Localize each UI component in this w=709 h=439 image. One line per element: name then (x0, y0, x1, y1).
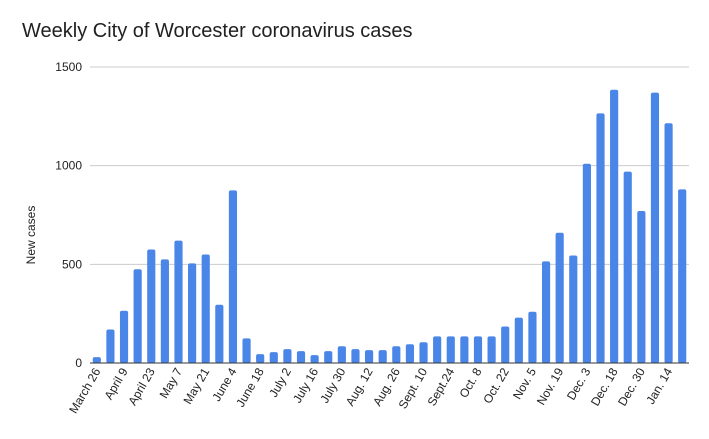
bar (623, 171, 632, 363)
bar (650, 92, 660, 364)
x-tick-label: Oct. 8 (456, 365, 484, 400)
bar (392, 346, 401, 363)
x-tick-label: Dec. 30 (615, 365, 648, 408)
bar (147, 249, 156, 363)
y-axis-title: New cases (24, 206, 38, 265)
bar (174, 240, 183, 363)
bar (106, 329, 115, 363)
bar (228, 190, 238, 363)
bar (446, 336, 455, 363)
bar (364, 350, 374, 363)
x-tick-label: March 26 (66, 365, 103, 416)
bar (637, 211, 646, 363)
bar (460, 336, 469, 363)
x-tick-label: Sept.24 (425, 365, 458, 408)
x-tick-label: Nov. 5 (510, 365, 539, 402)
bar (201, 254, 210, 363)
bar (664, 123, 673, 364)
bar (514, 317, 523, 363)
x-tick-label: May 7 (157, 365, 186, 401)
bar (569, 255, 578, 363)
y-tick-label: 1000 (55, 159, 82, 173)
bar (242, 338, 251, 363)
bar (351, 349, 360, 363)
bar (487, 336, 496, 363)
y-tick-label: 1500 (55, 60, 82, 74)
bar (596, 113, 605, 363)
bar (337, 346, 346, 363)
bar (541, 261, 551, 363)
bar (256, 354, 265, 363)
bar (528, 311, 537, 363)
bar (283, 349, 292, 363)
bar (133, 269, 142, 363)
bar (215, 304, 224, 363)
x-tick-label: Dec. 3 (564, 365, 594, 402)
x-tick-label: Nov. 19 (534, 365, 567, 407)
y-tick-label: 0 (75, 356, 82, 370)
bar (296, 351, 306, 363)
chart-title: Weekly City of Worcester coronavirus cas… (22, 20, 413, 42)
bar (378, 350, 387, 363)
bar (405, 344, 415, 363)
bar (188, 263, 197, 363)
x-tick-label: April 23 (125, 365, 158, 408)
bar (324, 351, 333, 363)
bar (419, 342, 428, 363)
x-tick-label: July 2 (266, 365, 294, 399)
bar (92, 357, 101, 363)
bar (473, 336, 483, 363)
x-tick-label: May 21 (181, 365, 213, 406)
bar (119, 310, 129, 363)
bar (501, 326, 510, 363)
bar (433, 336, 442, 363)
bar (610, 89, 619, 364)
x-tick-label: Oct. 22 (480, 365, 512, 406)
x-tick-label: July 16 (290, 365, 321, 405)
bar (269, 352, 278, 363)
x-tick-label: April 9 (102, 365, 131, 402)
x-tick-label: Jan. 14 (643, 365, 675, 406)
bar (678, 189, 687, 363)
bar (310, 355, 319, 363)
bar (555, 232, 564, 363)
y-tick-label: 500 (62, 257, 82, 271)
bar (160, 259, 169, 363)
bar (582, 163, 591, 363)
